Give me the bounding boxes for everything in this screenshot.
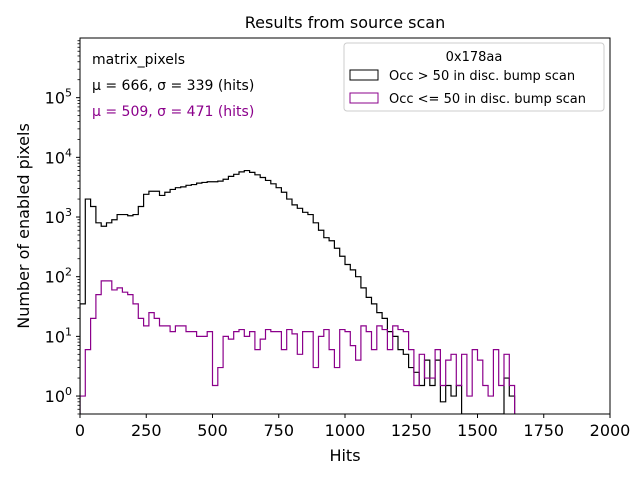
legend: 0x178aa Occ > 50 in disc. bump scan Occ … [343,42,605,112]
y-axis-label: Number of enabled pixels [14,123,33,329]
x-axis-label: Hits [329,446,360,465]
x-tick-label: 2000 [590,421,631,440]
series-step-0 [80,169,516,414]
series-step-1 [80,280,516,414]
x-tick-label: 750 [263,421,294,440]
plot-series-layer [80,169,516,414]
x-axis-ticks: 0 250 500 750 1000 1250 1500 1750 2000 [75,414,630,440]
legend-box [343,42,605,112]
legend-entry-black: Occ > 50 in disc. bump scan [389,69,575,84]
legend-entry-purple: Occ <= 50 in disc. bump scan [389,92,586,107]
annotation-stats-purple: μ = 509, σ = 471 (hits) [92,104,254,120]
x-tick-label: 0 [75,421,85,440]
chart-title: Results from source scan [245,13,445,32]
x-tick-label: 1000 [325,421,366,440]
x-tick-label: 1750 [523,421,564,440]
x-tick-label: 500 [197,421,228,440]
x-tick-label: 250 [131,421,162,440]
annotation-matrix-label: matrix_pixels [92,52,185,68]
legend-swatch-purple [349,92,379,104]
x-tick-label: 1250 [391,421,432,440]
annotation-stats-black: μ = 666, σ = 339 (hits) [92,78,254,94]
x-tick-label: 1500 [457,421,498,440]
legend-title: 0x178aa [446,50,503,65]
legend-swatch-black [349,69,379,81]
